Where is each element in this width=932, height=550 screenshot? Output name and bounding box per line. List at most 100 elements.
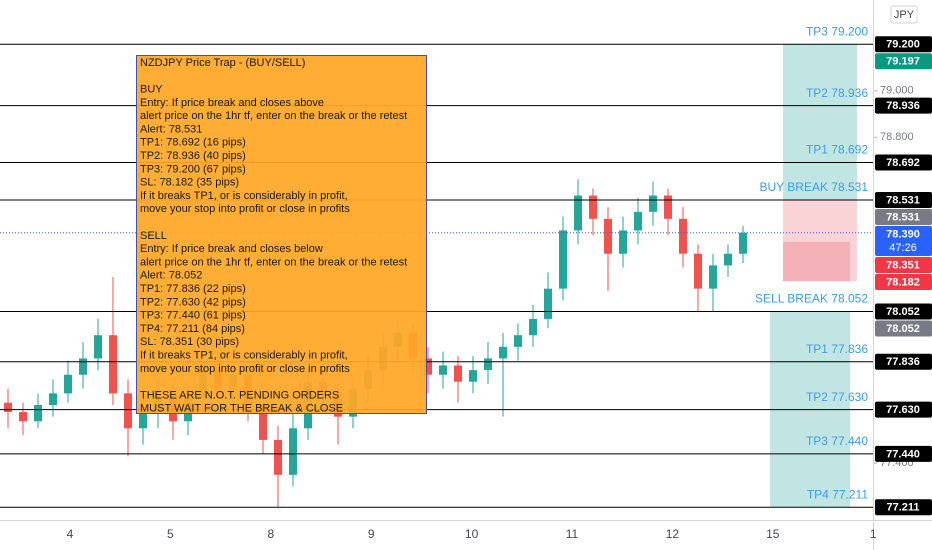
candle-body [139, 411, 147, 429]
price-label-text: 77.211 [886, 502, 919, 514]
y-tick-label: 79.000 [880, 85, 914, 97]
note-line: TP2: 78.936 (40 pips) [140, 150, 246, 162]
price-label-text: 78.052 [886, 306, 920, 318]
plot-area: TP3 79.200 TP2 78.936 TP1 78.692 BUY BREAK … [0, 24, 873, 508]
note-line: move your stop into profit or close in p… [140, 363, 350, 375]
level-text: TP1 78.692 [806, 143, 868, 157]
price-label: 78.351 [875, 256, 932, 273]
candle-body [484, 358, 492, 371]
currency-badge[interactable] [890, 5, 918, 24]
candle-body [289, 428, 297, 475]
candle-body [499, 346, 507, 359]
price-label-box [875, 320, 932, 337]
candle-body [514, 335, 522, 347]
price-label-text: 78.692 [886, 157, 920, 169]
price-label-box [875, 499, 932, 516]
level-text: SELL BREAK 78.052 [755, 292, 868, 306]
note-line: SELL [140, 230, 167, 242]
note-line: Alert: 78.531 [140, 123, 202, 135]
price-label: 77.211 [875, 499, 932, 516]
candle-body [619, 230, 627, 254]
level-text: TP4 77.211 [807, 487, 868, 501]
candle-body [574, 195, 582, 231]
price-label: 78.692 [875, 154, 932, 171]
note-line: TP1: 78.692 (16 pips) [140, 137, 246, 149]
price-label-text: 79.200 [886, 39, 920, 51]
note-box: NZDJPY Price Trap - (BUY/SELL) BUY Entry: … [136, 55, 427, 415]
candle-body [94, 335, 102, 359]
price-label-box [875, 97, 932, 114]
candle-body [589, 195, 597, 219]
y-tick-label: 78.800 [880, 131, 914, 143]
note-line: Entry: If price break and closes below [140, 243, 323, 255]
note-line: SL: 78.182 (35 pips) [140, 177, 239, 189]
note-line: If it breaks TP1, or is considerably in … [140, 350, 348, 362]
price-label: 79.200 [875, 36, 932, 53]
level-text: TP2 78.936 [806, 86, 868, 100]
candle-body [424, 358, 432, 375]
price-label-box [875, 273, 932, 290]
x-tick-label: 10 [465, 527, 479, 541]
note-line: If it breaks TP1, or is considerably in … [140, 190, 348, 202]
candle-body [544, 288, 552, 319]
price-label: 78.182 [875, 273, 932, 290]
candle-body [109, 335, 117, 394]
price-label-text: 79.197 [886, 56, 920, 68]
x-tick-label: 11 [566, 527, 579, 541]
candle-body [49, 393, 57, 406]
target-zone [783, 241, 850, 282]
price-label-box [875, 225, 932, 256]
note-line: alert price on the 1hr tf, enter on the … [140, 256, 407, 268]
candle-body [4, 402, 12, 412]
price-label: 77.836 [875, 353, 932, 370]
candle-body [634, 211, 642, 231]
price-label-text: 77.630 [886, 404, 920, 416]
note-line: NZDJPY Price Trap - (BUY/SELL) [140, 57, 305, 69]
candle-body [454, 365, 462, 382]
x-tick-label: 12 [666, 527, 680, 541]
note-line: alert price on the 1hr tf, enter on the … [140, 110, 407, 122]
price-label-text: 78.936 [886, 100, 920, 112]
note-line: TP1: 77.836 (22 pips) [140, 283, 246, 295]
price-label-box [875, 303, 932, 320]
target-zone [783, 44, 857, 200]
price-label-box [875, 154, 932, 171]
candle-body [469, 370, 477, 382]
candle-body [64, 374, 72, 394]
note-background [136, 55, 427, 414]
candle-body [739, 232, 747, 254]
price-label-box [875, 191, 932, 208]
note-line: THESE ARE N.O.T. PENDING ORDERS [140, 389, 339, 401]
price-label: 78.936 [875, 97, 932, 114]
note-line: TP2: 77.630 (42 pips) [140, 296, 246, 308]
candle-body [649, 195, 657, 212]
level-text: TP3 79.200 [806, 24, 868, 38]
candle-body [19, 411, 27, 422]
note-line: MUST WAIT FOR THE BREAK & CLOSE [140, 403, 343, 415]
note-line: TP3: 79.200 (67 pips) [140, 163, 246, 175]
price-label: 77.440 [875, 445, 932, 462]
candle-body [79, 358, 87, 375]
x-tick-label: 15 [766, 527, 780, 541]
candle-body [694, 253, 702, 289]
candle-body [34, 405, 42, 422]
price-label: 78.531 [875, 191, 932, 208]
price-label-text: 78.052 [886, 323, 920, 335]
x-tick-label: 9 [368, 527, 375, 541]
price-label-text: 77.440 [886, 448, 920, 460]
price-label: 78.390 47:26 [875, 225, 932, 256]
x-tick-label: 4 [67, 527, 74, 541]
x-tick-label: 1 [870, 527, 877, 541]
candle-body [724, 253, 732, 266]
note-line: SL: 78.351 (30 pips) [140, 336, 239, 348]
price-label: 78.052 [875, 320, 932, 337]
level-text: TP2 77.630 [806, 390, 868, 404]
price-label-box [875, 53, 932, 70]
level-text: TP1 77.836 [806, 342, 868, 356]
candle-body [604, 218, 612, 254]
candle-body [709, 265, 717, 289]
note-line: BUY [140, 84, 163, 96]
x-tick-label: 8 [267, 527, 274, 541]
price-label: 78.052 [875, 303, 932, 320]
